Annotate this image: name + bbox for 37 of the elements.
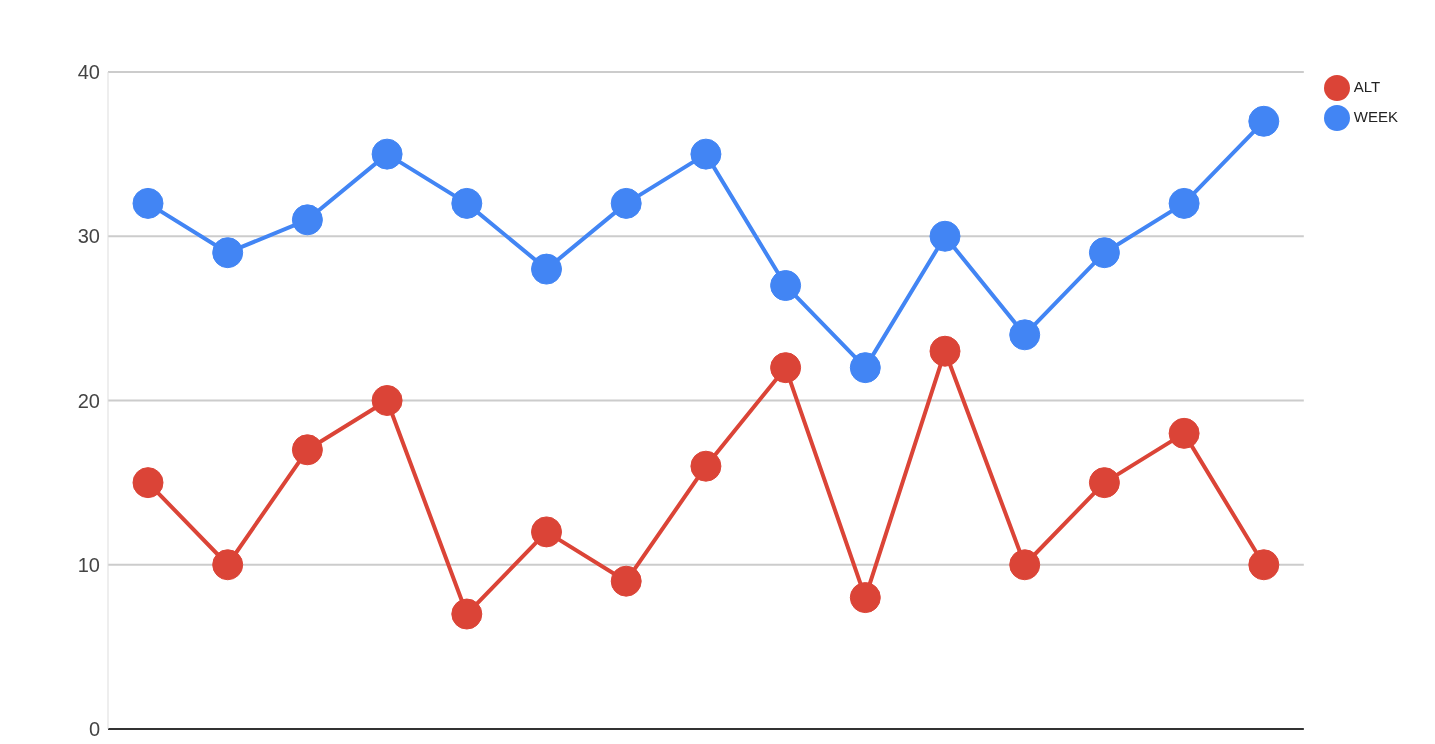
legend-label: WEEK xyxy=(1353,108,1398,125)
point xyxy=(770,270,802,302)
point xyxy=(531,253,562,285)
point xyxy=(1168,187,1200,219)
y-tick-label: 40 xyxy=(77,61,100,84)
y-tick-label: 30 xyxy=(77,225,100,248)
point xyxy=(1088,467,1120,499)
point xyxy=(770,352,802,384)
y-tick-label: 10 xyxy=(77,553,100,576)
point xyxy=(371,385,403,416)
point xyxy=(849,352,881,384)
point xyxy=(1248,549,1280,581)
point xyxy=(291,204,323,236)
point xyxy=(212,549,244,581)
point xyxy=(690,138,722,170)
point xyxy=(451,598,483,630)
y-tick-label: 20 xyxy=(77,389,100,412)
point xyxy=(929,220,961,252)
point xyxy=(849,582,881,614)
point xyxy=(610,565,642,597)
point xyxy=(690,450,722,482)
point xyxy=(929,335,961,367)
point xyxy=(531,516,562,548)
point xyxy=(610,187,642,219)
point xyxy=(132,467,164,499)
point xyxy=(1088,237,1120,269)
y-tick-label: 0 xyxy=(88,718,100,741)
point xyxy=(371,138,403,170)
point xyxy=(1009,319,1041,351)
point xyxy=(1168,417,1200,449)
legend-label: ALT xyxy=(1353,78,1381,95)
point xyxy=(451,187,483,219)
point xyxy=(212,237,244,269)
point xyxy=(1248,105,1280,137)
point xyxy=(291,434,323,466)
point xyxy=(1009,549,1041,581)
point xyxy=(132,187,164,219)
